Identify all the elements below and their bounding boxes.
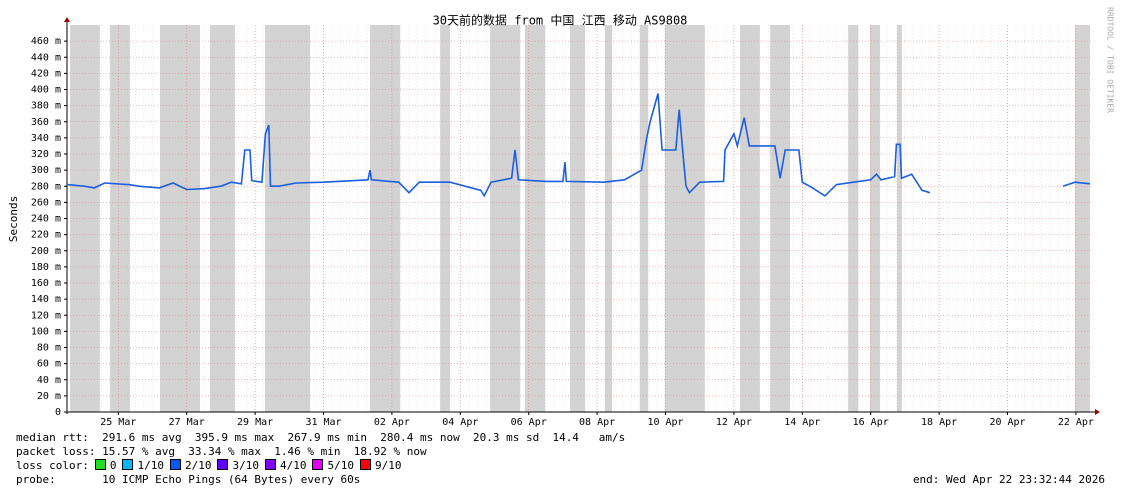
label: median rtt: [16, 431, 89, 444]
y-tick-label: 260 m [31, 197, 61, 208]
x-tick-label: 31 Mar [305, 417, 341, 428]
y-tick-label: 460 m [31, 36, 61, 47]
stats: 15.57 % avg 33.34 % max 1.46 % min 18.92… [102, 445, 427, 458]
y-tick-label: 40 m [37, 375, 61, 386]
label: probe: [16, 473, 56, 486]
loss-span [110, 25, 130, 412]
y-tick-label: 20 m [37, 391, 61, 402]
axis-arrow [1095, 409, 1100, 415]
y-tick-label: 120 m [31, 310, 61, 321]
label: loss color: [16, 459, 89, 472]
median-row: median rtt: 291.6 ms avg 395.9 ms max 26… [16, 431, 625, 444]
y-tick-label: 180 m [31, 262, 61, 273]
y-tick-label: 440 m [31, 52, 61, 63]
y-tick-label: 200 m [31, 246, 61, 257]
stats: 291.6 ms avg 395.9 ms max 267.9 ms min 2… [102, 431, 626, 444]
legend-label: 0 [109, 459, 117, 472]
loss-span [604, 25, 613, 412]
y-tick-label: 380 m [31, 101, 61, 112]
x-tick-label: 29 Mar [237, 417, 273, 428]
probe: 10 ICMP Echo Pings (64 Bytes) every 60s [102, 473, 361, 486]
loss-span [740, 25, 760, 412]
y-tick-label: 300 m [31, 165, 61, 176]
legend-label: 3/10 [232, 459, 259, 472]
legend-label: 9/10 [374, 459, 402, 472]
chart: 30天前的数据 from 中国 江西 移动 AS9808 Seconds RRD… [7, 7, 1115, 428]
y-tick-label: 340 m [31, 133, 61, 144]
legend-label: 5/10 [327, 459, 354, 472]
y-tick-label: 160 m [31, 278, 61, 289]
y-tick-label: 60 m [37, 359, 61, 370]
x-tick-label: 12 Apr [716, 417, 752, 428]
median-line [66, 93, 1090, 198]
axis-arrow [64, 17, 70, 22]
legend-swatch [94, 459, 106, 470]
loss-span [265, 25, 311, 412]
x-tick-label: 25 Mar [100, 417, 136, 428]
chart-title: 30天前的数据 from 中国 江西 移动 AS9808 [433, 13, 688, 28]
legend-swatch [312, 459, 324, 470]
legend-label: 4/10 [279, 459, 307, 472]
x-tick-label: 08 Apr [579, 417, 615, 428]
loss-span [209, 25, 235, 412]
x-tick-label: 06 Apr [511, 417, 547, 428]
y-tick-label: 80 m [37, 343, 61, 354]
legend-swatch [359, 459, 371, 470]
y-tick-label: 140 m [31, 294, 61, 305]
legend-label: 2/10 [184, 459, 212, 472]
y-tick-label: 220 m [31, 230, 61, 241]
legend-label: 1/10 [137, 459, 164, 472]
end-time: end: Wed Apr 22 23:32:44 2026 [912, 473, 1105, 486]
probe-row: probe: 10 ICMP Echo Pings (64 Bytes) eve… [16, 473, 360, 486]
y-tick-label: 420 m [31, 68, 61, 79]
x-tick-label: 20 Apr [989, 417, 1025, 428]
side-text: RRDTOOL / TOBI OETIKER [1106, 7, 1115, 113]
loss-row: packet loss: 15.57 % avg 33.34 % max 1.4… [16, 445, 427, 458]
y-axis-label: Seconds [7, 196, 20, 242]
legend-swatch [264, 459, 276, 470]
y-tick-label: 360 m [31, 117, 61, 128]
x-tick-label: 04 Apr [442, 417, 478, 428]
label: packet loss: [16, 445, 96, 458]
loss-span [897, 25, 902, 412]
x-tick-label: 14 Apr [784, 417, 820, 428]
y-tick-label: 320 m [31, 149, 61, 160]
x-tick-label: 18 Apr [921, 417, 957, 428]
x-tick-label: 22 Apr [1058, 417, 1094, 428]
x-tick-label: 27 Mar [169, 417, 205, 428]
y-tick-label: 400 m [31, 85, 61, 96]
y-tick-label: 100 m [31, 326, 61, 337]
loss-span [70, 25, 100, 412]
y-tick-label: 240 m [31, 214, 61, 225]
loss-span [664, 25, 705, 412]
legend-swatch [217, 459, 229, 470]
x-tick-label: 02 Apr [374, 417, 410, 428]
y-tick-label: 280 m [31, 181, 61, 192]
legend-swatch [122, 459, 134, 470]
x-tick-label: 16 Apr [853, 417, 889, 428]
x-tick-label: 10 Apr [647, 417, 683, 428]
legend-swatch [169, 459, 181, 470]
y-tick-label: 0 [55, 407, 61, 418]
legend: loss color: 0 1/10 2/10 3/10 4/10 5/10 9/10 [16, 459, 401, 472]
